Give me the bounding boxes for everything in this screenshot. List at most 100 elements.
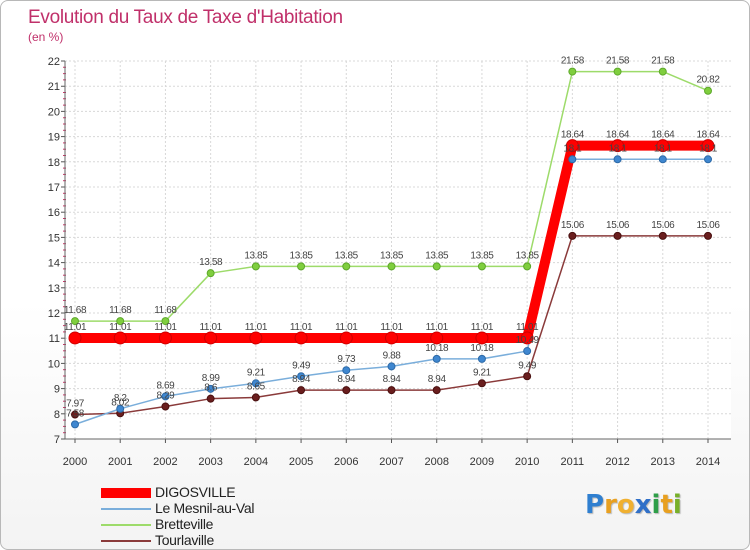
data-point-le-mesnil-au-val <box>523 347 532 356</box>
x-tick-label: 2012 <box>605 456 629 468</box>
legend-swatch <box>101 540 151 542</box>
data-point-bretteville <box>297 262 306 271</box>
data-labels: 11.01 11.01 11.01 11.01 11.01 11.01 11.01 11.01… <box>64 56 721 420</box>
y-tick-label: 18 <box>48 157 60 169</box>
logo-letter: P <box>585 490 605 520</box>
data-label-tourlaville: 8.29 <box>156 390 175 401</box>
x-tick-label: 2013 <box>651 456 675 468</box>
data-label-tourlaville: 8.94 <box>383 374 402 385</box>
data-point-bretteville <box>613 67 622 76</box>
data-label-bretteville: 11.68 <box>154 305 177 316</box>
data-point-digosville <box>611 139 625 153</box>
data-point-tourlaville <box>523 372 532 381</box>
data-point-tourlaville <box>342 386 351 395</box>
legend-item-le-mesnil-au-val: Le Mesnil-au-Val <box>101 500 361 517</box>
y-tick-label: 11 <box>49 333 60 345</box>
legend-label: Bretteville <box>155 516 214 532</box>
data-label-digosville: 11.01 <box>154 322 177 333</box>
data-point-tourlaville <box>206 394 215 403</box>
y-tick-label: 17 <box>48 182 60 194</box>
data-point-le-mesnil-au-val <box>161 392 170 401</box>
data-label-digosville: 11.01 <box>335 322 358 333</box>
data-point-bretteville <box>477 262 486 271</box>
data-label-digosville: 18.64 <box>696 130 720 141</box>
data-point-le-mesnil-au-val <box>116 404 125 413</box>
data-label-bretteville: 13.58 <box>199 257 223 268</box>
data-label-bretteville: 13.85 <box>244 250 268 261</box>
data-label-bretteville: 13.85 <box>470 250 494 261</box>
data-label-digosville: 11.01 <box>516 322 539 333</box>
data-point-digosville <box>475 331 489 345</box>
data-point-tourlaville <box>658 231 667 240</box>
data-label-le-mesnil-au-val: 7.58 <box>66 408 85 419</box>
x-tick-label: 2003 <box>198 456 222 468</box>
data-point-bretteville <box>523 262 532 271</box>
data-label-tourlaville: 7.97 <box>66 399 85 410</box>
data-point-tourlaville <box>568 231 577 240</box>
data-label-bretteville: 21.58 <box>561 56 585 67</box>
data-label-bretteville: 13.85 <box>290 250 314 261</box>
data-label-digosville: 11.01 <box>245 322 268 333</box>
data-point-tourlaville <box>613 231 622 240</box>
legend: DIGOSVILLE Le Mesnil-au-Val Bretteville Tou… <box>101 484 361 549</box>
data-point-bretteville <box>116 317 125 326</box>
legend-item-digosville: DIGOSVILLE <box>101 484 361 501</box>
data-label-le-mesnil-au-val: 8.69 <box>156 380 175 391</box>
data-label-bretteville: 13.85 <box>516 250 540 261</box>
x-tick-label: 2001 <box>108 456 132 468</box>
data-label-le-mesnil-au-val: 10.18 <box>470 343 494 354</box>
data-label-le-mesnil-au-val: 8.2 <box>114 393 128 404</box>
legend-swatch <box>101 524 151 526</box>
data-point-bretteville <box>658 67 667 76</box>
x-tick-label: 2007 <box>379 456 403 468</box>
data-point-bretteville <box>71 317 79 326</box>
data-label-le-mesnil-au-val: 9.21 <box>247 367 266 378</box>
data-point-le-mesnil-au-val <box>613 155 622 164</box>
data-point-digosville <box>701 139 715 153</box>
x-tick-label: 2006 <box>334 456 358 468</box>
axes: 7 8 9 10 11 12 13 14 15 16 17 18 19 20 21 22 2000 2001 200… <box>48 56 731 468</box>
x-tick-label: 2005 <box>289 456 313 468</box>
data-point-digosville <box>656 139 670 153</box>
y-tick-label: 20 <box>48 106 60 118</box>
x-tick-label: 2010 <box>515 456 539 468</box>
data-point-tourlaville <box>704 231 712 240</box>
data-label-le-mesnil-au-val: 18.1 <box>699 143 718 154</box>
logo-letter: i <box>651 490 661 520</box>
data-label-tourlaville: 15.06 <box>606 220 630 231</box>
x-tick-label: 2011 <box>561 456 585 468</box>
data-label-tourlaville: 8.02 <box>111 397 130 408</box>
data-point-bretteville <box>568 67 577 76</box>
data-label-digosville: 11.01 <box>471 322 494 333</box>
data-label-tourlaville: 9.21 <box>473 367 492 378</box>
data-point-bretteville <box>161 317 170 326</box>
data-label-tourlaville: 8.94 <box>428 374 447 385</box>
data-point-le-mesnil-au-val <box>477 354 486 363</box>
data-point-digosville <box>565 139 579 153</box>
data-label-digosville: 11.01 <box>109 322 132 333</box>
data-point-digosville <box>294 331 308 345</box>
data-label-tourlaville: 8.94 <box>292 374 311 385</box>
y-tick-label: 12 <box>48 308 60 320</box>
logo-letter: x <box>634 490 652 520</box>
y-tick-label: 16 <box>48 207 60 219</box>
data-point-le-mesnil-au-val <box>704 155 712 164</box>
data-point-tourlaville <box>432 386 441 395</box>
data-label-le-mesnil-au-val: 18.1 <box>563 143 582 154</box>
data-label-le-mesnil-au-val: 18.1 <box>609 143 628 154</box>
legend-item-tourlaville: Tourlaville <box>101 532 361 549</box>
data-point-le-mesnil-au-val <box>251 379 260 388</box>
data-point-tourlaville <box>297 386 306 395</box>
chart-unit: (en %) <box>28 30 64 44</box>
data-point-digosville <box>249 331 263 345</box>
data-point-bretteville <box>206 269 215 278</box>
x-tick-label: 2009 <box>470 456 494 468</box>
logo-letter: o <box>616 490 635 520</box>
x-tick-label: 2014 <box>696 456 720 468</box>
data-point-digosville <box>430 331 444 345</box>
data-point-le-mesnil-au-val <box>71 420 79 429</box>
data-label-bretteville: 13.85 <box>425 250 449 261</box>
y-tick-label: 22 <box>48 56 60 68</box>
